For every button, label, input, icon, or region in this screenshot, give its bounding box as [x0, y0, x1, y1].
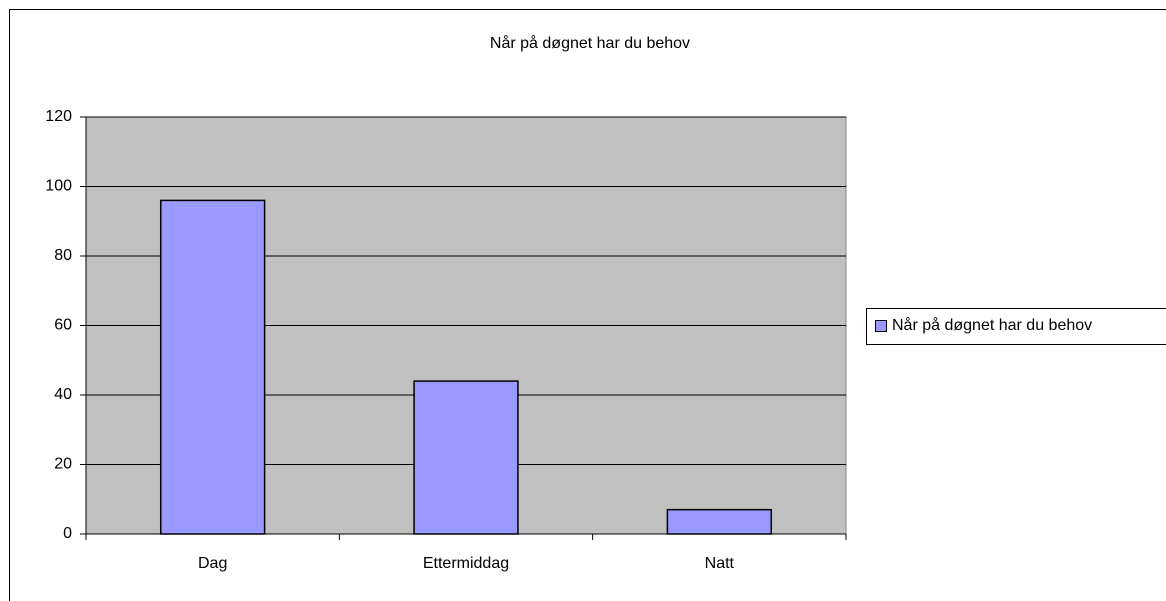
bar — [159, 199, 266, 535]
y-tick-label: 120 — [45, 108, 72, 125]
legend-swatch — [875, 320, 887, 332]
x-tick-label: Ettermiddag — [423, 555, 509, 572]
legend-label: Når på døgnet har du behov — [892, 316, 1092, 334]
y-tick-label: 80 — [54, 247, 72, 264]
legend — [866, 308, 1166, 345]
x-tick-label: Natt — [705, 555, 735, 572]
y-tick-label: 40 — [54, 386, 72, 403]
bar — [413, 380, 519, 535]
bar — [666, 508, 773, 535]
y-tick-label: 60 — [54, 317, 72, 334]
x-tick-label: Dag — [198, 555, 227, 572]
y-tick-label: 20 — [54, 456, 72, 473]
y-tick-label: 0 — [63, 525, 72, 542]
y-tick-label: 100 — [45, 178, 72, 195]
chart-title: Når på døgnet har du behov — [490, 34, 690, 52]
